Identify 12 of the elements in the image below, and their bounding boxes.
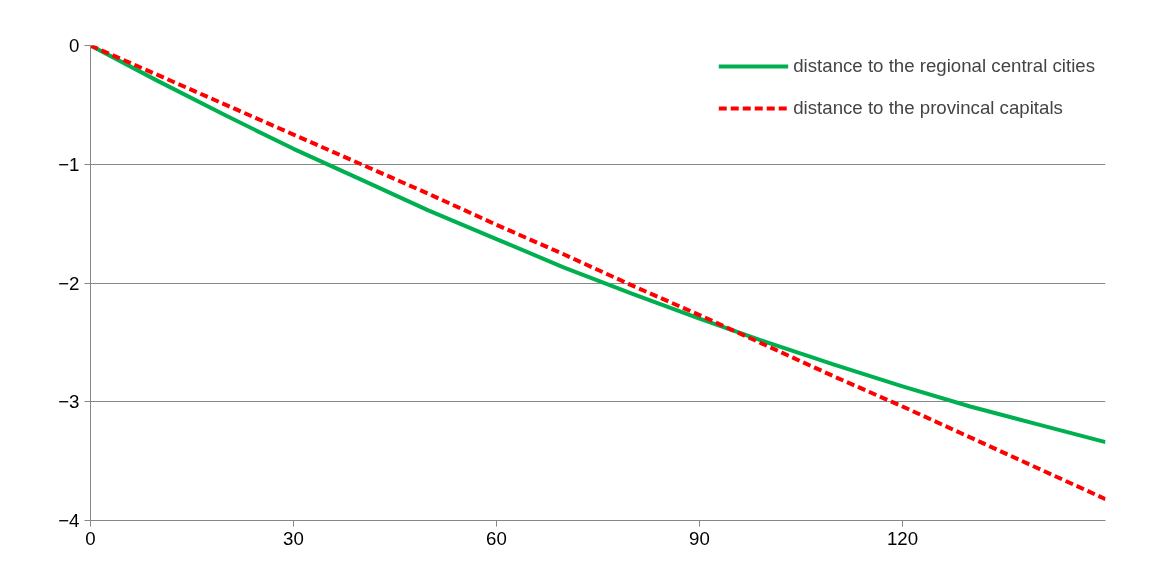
x-tick-label: 60 bbox=[486, 527, 507, 549]
y-tick-label: −4 bbox=[58, 510, 80, 531]
x-tick-label: 0 bbox=[85, 527, 96, 549]
y-tick-label: 0 bbox=[69, 35, 80, 56]
legend-label: distance to the regional central cities bbox=[793, 55, 1095, 77]
x-tick-label: 30 bbox=[283, 527, 304, 549]
y-tick-label: −2 bbox=[58, 272, 80, 294]
y-tick-label: −3 bbox=[58, 391, 80, 413]
x-tick-label: 120 bbox=[886, 527, 919, 549]
x-tick-label: 90 bbox=[689, 527, 710, 549]
legend-label: distance to the provincal capitals bbox=[793, 97, 1063, 119]
y-tick-label: −1 bbox=[58, 153, 80, 175]
